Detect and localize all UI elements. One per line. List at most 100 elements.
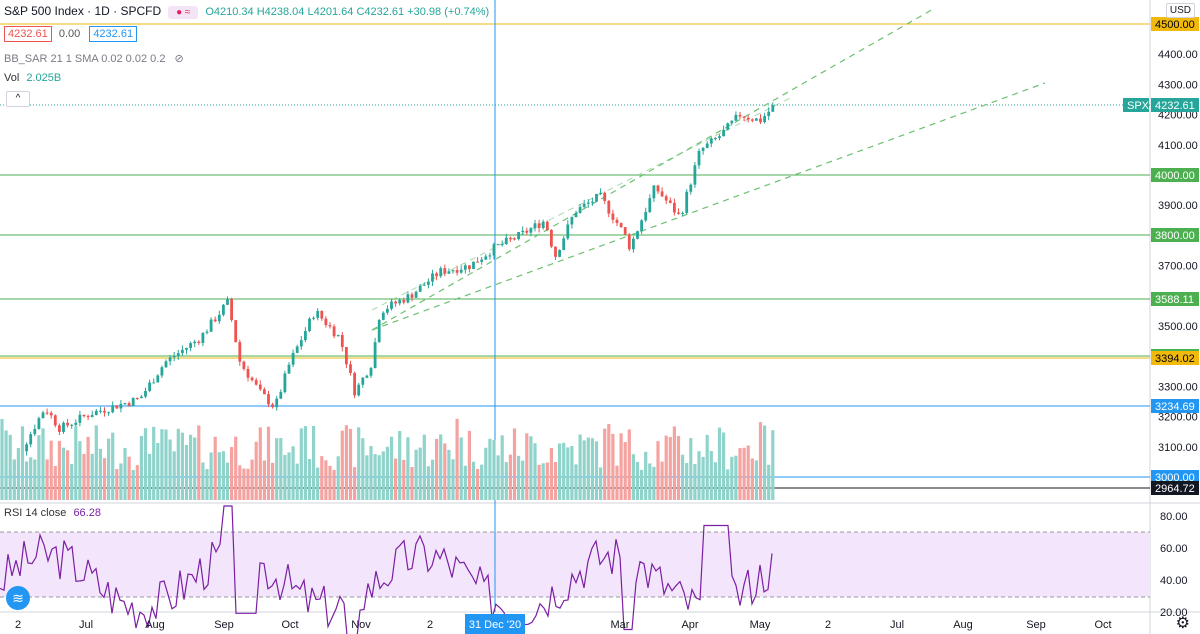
volume-bar bbox=[152, 426, 156, 500]
trend-upper-line bbox=[371, 7, 936, 331]
candle-body bbox=[291, 352, 295, 365]
volume-bar bbox=[123, 448, 127, 500]
volume-bar bbox=[676, 436, 681, 500]
volume-bar bbox=[623, 442, 627, 500]
candle-body bbox=[566, 224, 570, 239]
candle-body bbox=[545, 221, 549, 230]
candle-body bbox=[103, 410, 106, 413]
volume-bar bbox=[512, 428, 517, 500]
volume-bar bbox=[398, 431, 402, 500]
volume-bar bbox=[660, 461, 664, 500]
time-tick-label: Oct bbox=[1094, 619, 1111, 631]
volume-bar bbox=[143, 428, 148, 500]
price-tag-label: 3588.11 bbox=[1155, 294, 1194, 306]
candle-body bbox=[689, 184, 693, 192]
symbol-tag bbox=[1123, 98, 1149, 112]
buy-price-box[interactable]: 4232.61 bbox=[89, 26, 138, 42]
candle-body bbox=[451, 270, 455, 272]
volume-bar bbox=[111, 432, 115, 500]
volume-bar bbox=[517, 455, 521, 500]
volume-bar bbox=[525, 433, 529, 500]
candle-body bbox=[332, 326, 336, 337]
candle-body bbox=[140, 396, 143, 399]
market-status-icon[interactable]: ● ≈ bbox=[168, 5, 199, 19]
price-tick-label: 4100.00 bbox=[1158, 140, 1198, 152]
candle-body bbox=[381, 312, 385, 320]
candle-body bbox=[664, 196, 668, 201]
volume-bar bbox=[467, 430, 471, 500]
candle-body bbox=[213, 319, 217, 322]
volume-bar bbox=[668, 437, 672, 500]
candle-body bbox=[279, 392, 283, 399]
candle-body bbox=[726, 123, 730, 130]
candle-body bbox=[181, 349, 184, 354]
volume-bar bbox=[299, 428, 303, 500]
sell-price-box[interactable]: 4232.61 bbox=[4, 26, 52, 42]
price-tag bbox=[1151, 168, 1199, 182]
volume-bar bbox=[607, 423, 611, 500]
volume-group bbox=[0, 418, 775, 500]
volume-bar bbox=[681, 454, 685, 500]
volume-bar bbox=[705, 434, 709, 500]
candle-body bbox=[123, 403, 127, 405]
volume-bar bbox=[29, 457, 33, 500]
volume-bar bbox=[574, 464, 578, 500]
volume-bar bbox=[287, 452, 291, 500]
candle-body bbox=[443, 268, 447, 274]
volume-bar bbox=[685, 462, 689, 500]
volume-bar bbox=[197, 425, 201, 500]
candle-body bbox=[763, 116, 766, 123]
candle-body bbox=[361, 377, 365, 385]
volume-bar bbox=[139, 435, 143, 500]
open-value: O4210.34 bbox=[205, 6, 254, 18]
candle-body bbox=[640, 220, 643, 232]
volume-bar bbox=[414, 449, 418, 500]
candle-body bbox=[685, 191, 689, 213]
collapse-icon[interactable]: ^ bbox=[6, 91, 30, 107]
volume-bar bbox=[603, 428, 607, 500]
candle-body bbox=[439, 268, 443, 277]
candle-body bbox=[58, 425, 61, 432]
volume-bar bbox=[480, 464, 484, 500]
volume-bar bbox=[184, 445, 189, 500]
volume-bar bbox=[61, 447, 66, 500]
candle-body bbox=[750, 119, 754, 121]
indicator-legend[interactable]: BB_SAR 21 1 SMA 0.02 0.02 0.2 ⊘ bbox=[4, 52, 184, 65]
volume-bar bbox=[246, 468, 250, 500]
tradingview-logo-icon[interactable]: ≋ bbox=[6, 586, 30, 610]
volume-bar bbox=[504, 462, 508, 500]
candle-body bbox=[660, 191, 664, 197]
volume-bar bbox=[25, 461, 29, 500]
volume-bar bbox=[12, 459, 16, 500]
candle-body bbox=[730, 120, 734, 124]
candle-body bbox=[463, 265, 467, 270]
candle-body bbox=[242, 361, 246, 369]
volume-bar bbox=[201, 462, 205, 500]
candle-body bbox=[705, 143, 709, 148]
volume-bar bbox=[361, 438, 365, 500]
volume-bar bbox=[8, 434, 12, 500]
symbol-title[interactable]: S&P 500 Index · 1D · SPCFD bbox=[4, 4, 162, 18]
volume-bar bbox=[271, 462, 275, 500]
currency-label[interactable]: USD bbox=[1165, 3, 1195, 18]
volume-bar bbox=[45, 459, 49, 500]
eye-off-icon[interactable]: ⊘ bbox=[174, 53, 184, 65]
candle-body bbox=[258, 384, 262, 390]
volume-bar bbox=[74, 426, 78, 500]
candle-body bbox=[402, 299, 406, 303]
price-tag bbox=[1151, 17, 1199, 31]
volume-bar bbox=[533, 443, 537, 500]
candle-body bbox=[33, 429, 37, 435]
candle-body bbox=[599, 192, 602, 194]
gear-icon[interactable]: ⚙ bbox=[1175, 615, 1190, 632]
candle-body bbox=[492, 244, 496, 256]
candle-body bbox=[217, 314, 221, 322]
candle-body bbox=[611, 213, 615, 220]
candle-body bbox=[623, 227, 627, 235]
candle-body bbox=[345, 347, 348, 365]
candle-body bbox=[619, 223, 623, 228]
volume-label: Vol bbox=[4, 72, 20, 84]
volume-bar bbox=[66, 450, 70, 500]
volume-bar bbox=[578, 434, 582, 500]
